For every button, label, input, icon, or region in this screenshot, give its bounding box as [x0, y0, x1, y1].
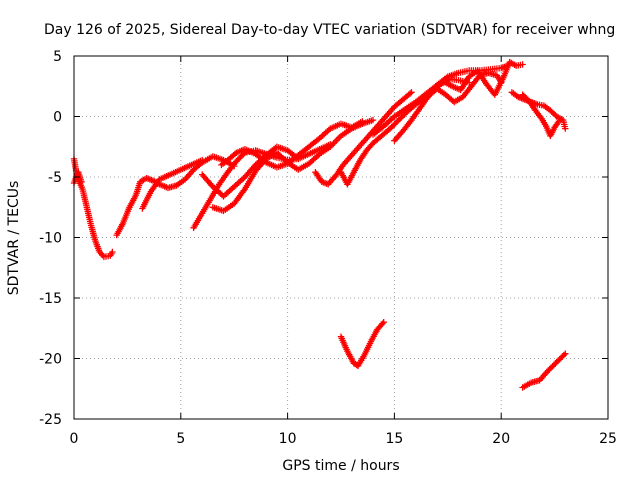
y-tick-label: -25: [39, 412, 62, 428]
series-arc-4: [139, 156, 206, 212]
grid: [74, 56, 608, 419]
data-marks: [199, 143, 302, 200]
y-tick-label: -15: [39, 291, 62, 307]
series-arc-17: [519, 350, 569, 391]
y-tick-label: 5: [53, 49, 62, 65]
x-tick-label: 15: [385, 431, 403, 447]
y-tick-label: -20: [39, 352, 62, 368]
x-tick-label: 10: [279, 431, 297, 447]
y-tick-label: 0: [53, 110, 62, 126]
series-arc-15: [519, 91, 563, 140]
data-marks: [337, 319, 387, 369]
data-marks: [218, 118, 366, 171]
series-arc-6: [199, 143, 302, 200]
x-tick-label: 5: [176, 431, 185, 447]
data-series: [70, 58, 569, 391]
x-axis-label: GPS time / hours: [282, 458, 399, 474]
data-marks: [519, 91, 563, 140]
y-tick-label: -10: [39, 231, 62, 247]
series-arc-3: [113, 153, 238, 239]
data-marks: [423, 58, 526, 102]
axis-ticks: 0 5 10 15 20 25 5 0 -5 -10 -15 -20 -25: [39, 49, 617, 447]
x-tick-label: 25: [599, 431, 617, 447]
series-arc-16: [337, 319, 387, 369]
chart-title: Day 126 of 2025, Sidereal Day-to-day VTE…: [44, 22, 615, 38]
series-arc-9: [312, 89, 415, 188]
x-tick-label: 0: [70, 431, 79, 447]
series-arc-13: [423, 58, 526, 102]
data-marks: [519, 350, 569, 391]
data-marks: [113, 153, 238, 239]
y-tick-label: -5: [48, 170, 62, 186]
x-tick-label: 20: [492, 431, 510, 447]
data-marks: [312, 89, 415, 188]
data-marks: [139, 156, 206, 212]
y-axis-label: SDTVAR / TECUs: [6, 181, 22, 296]
series-arc-8: [218, 118, 366, 171]
